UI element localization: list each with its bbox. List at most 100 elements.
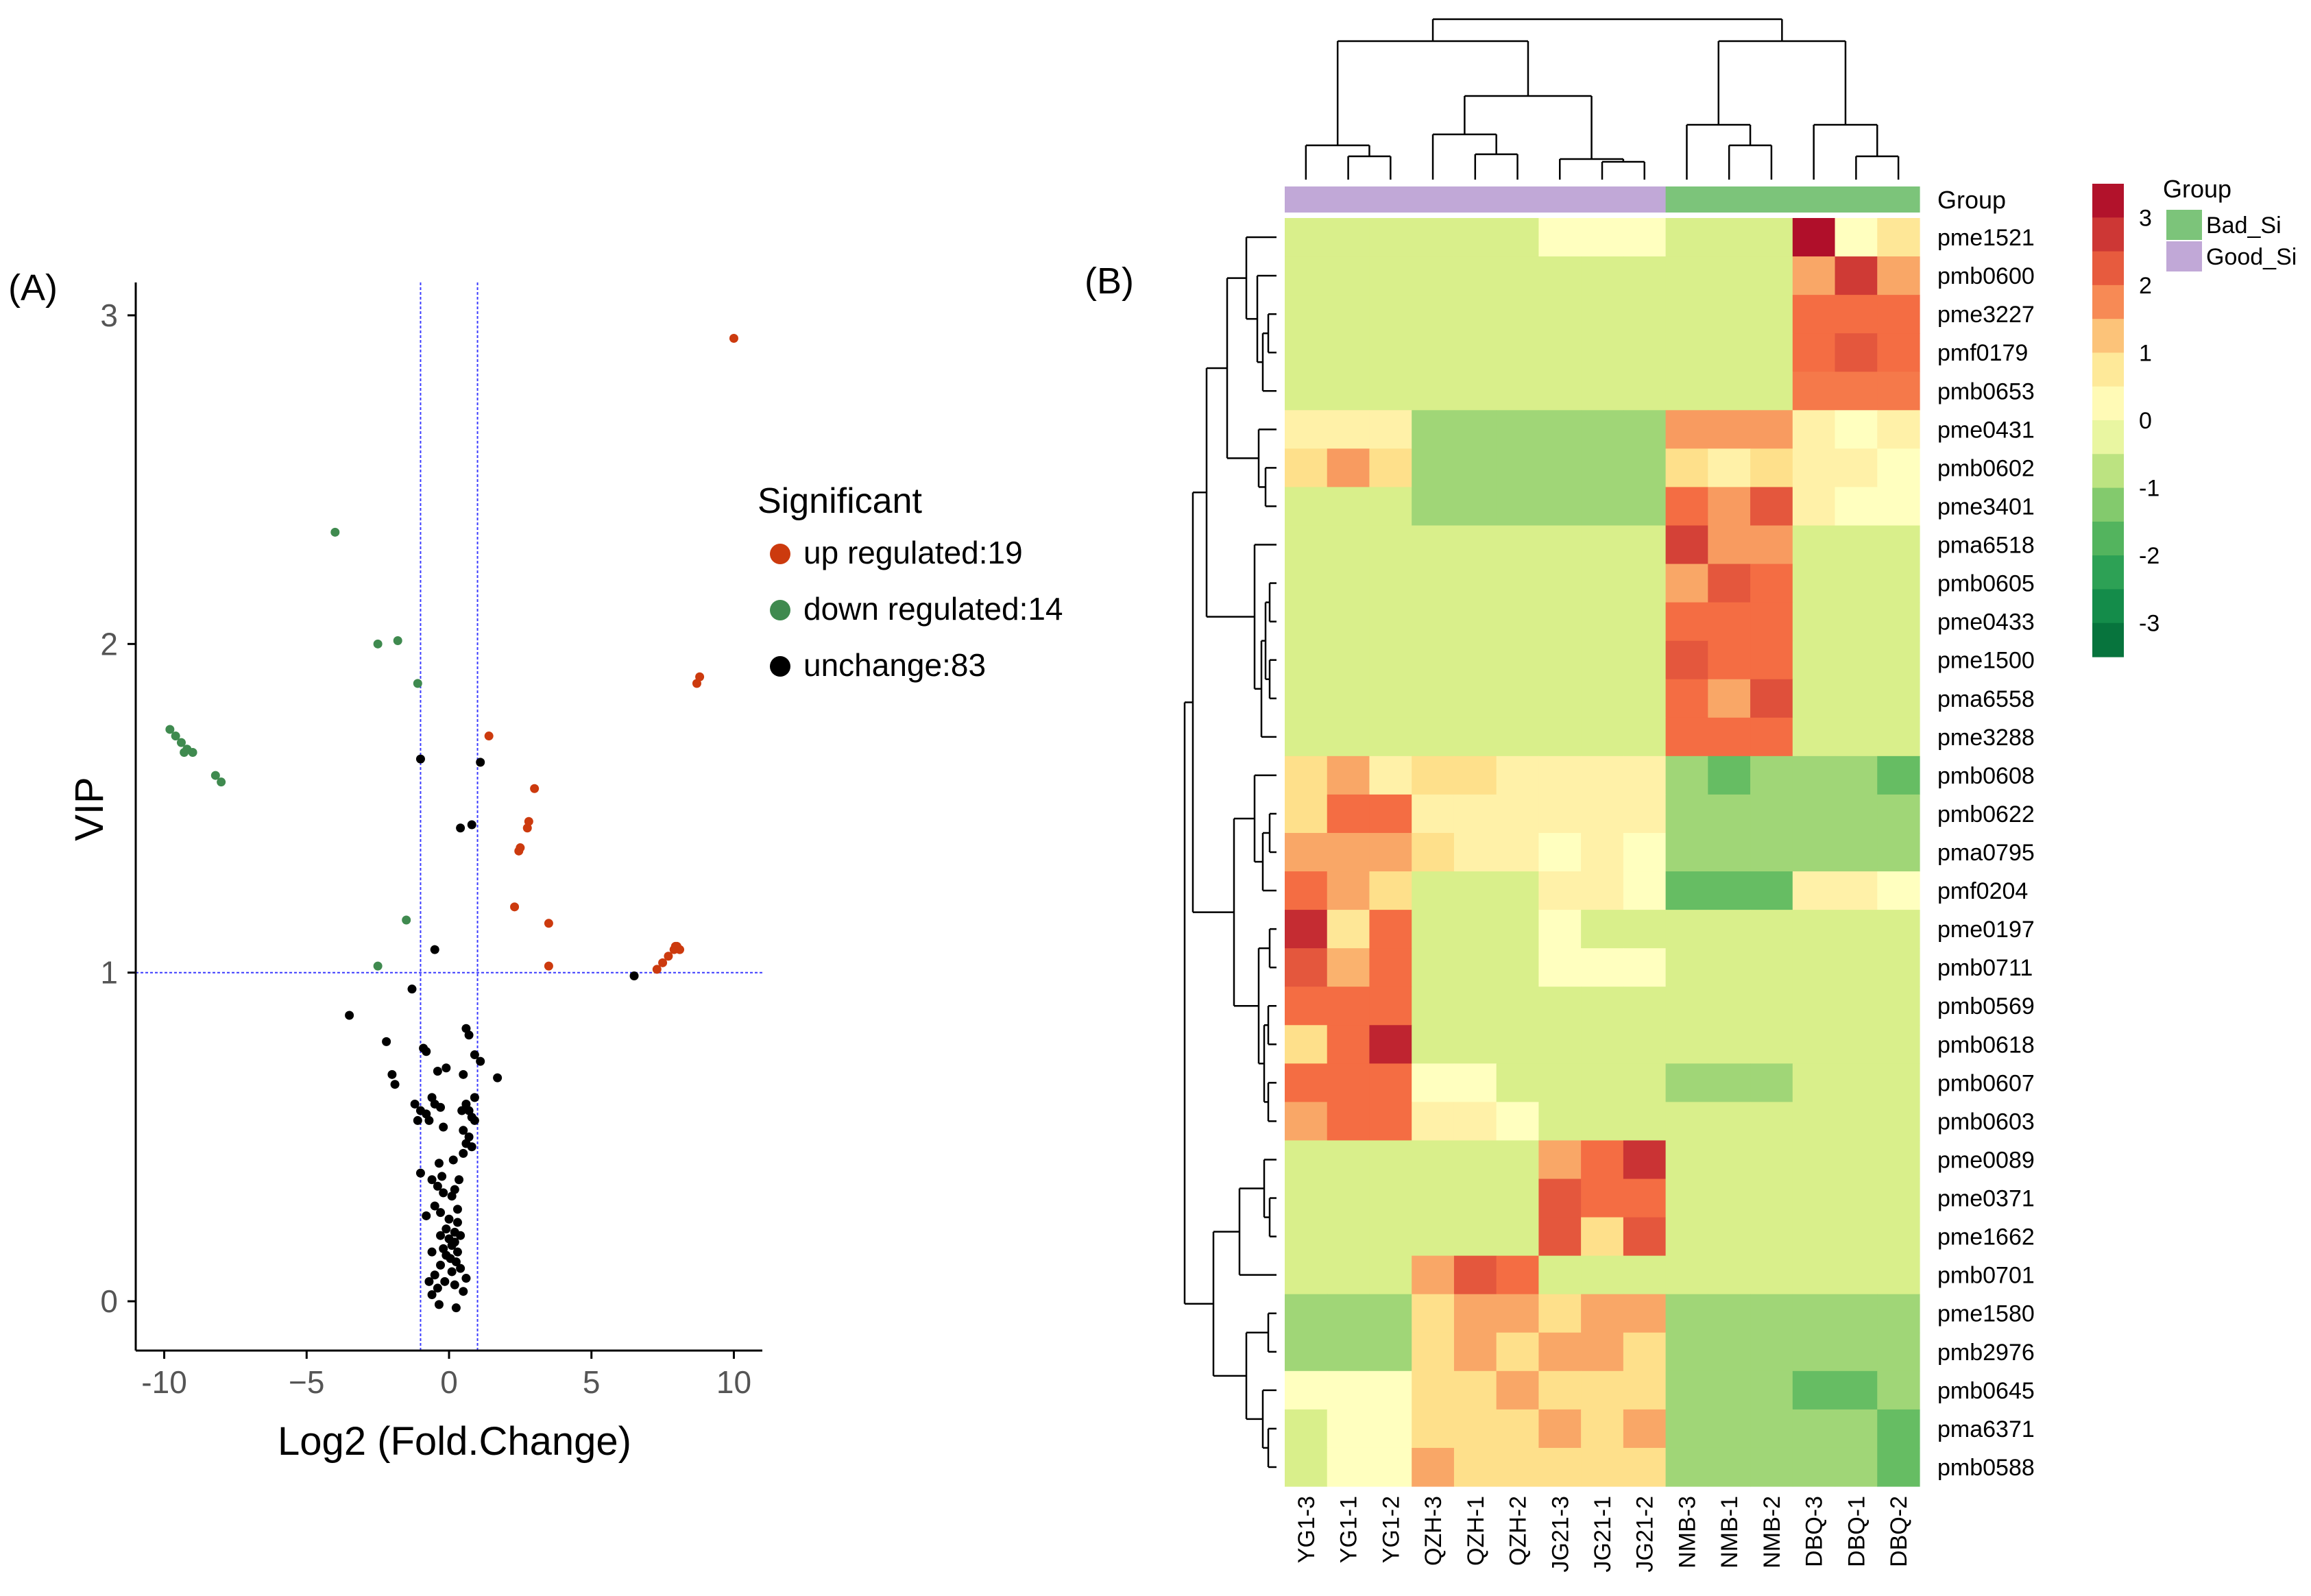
heatmap-cell — [1835, 1140, 1878, 1180]
heatmap-cell — [1369, 1063, 1412, 1102]
heatmap-cell — [1835, 1217, 1878, 1257]
heatmap-cell — [1665, 1063, 1708, 1102]
heatmap-cell — [1877, 1255, 1920, 1295]
point-down — [402, 915, 411, 925]
point-up — [522, 823, 532, 833]
colorbar: 3 2 1 0 -1 -2 -3 — [2092, 184, 2159, 657]
point-unchange — [467, 820, 476, 830]
heatmap-cell — [1877, 717, 1920, 757]
point-unchange — [459, 1126, 468, 1135]
heatmap-cell — [1285, 487, 1328, 527]
heatmap-cell — [1623, 640, 1667, 680]
heatmap-cell — [1581, 1447, 1624, 1487]
heatmap-cell — [1623, 1063, 1667, 1102]
group-legend-label: Good_Si — [2206, 244, 2297, 270]
heatmap-cell — [1623, 525, 1667, 565]
heatmap-cell — [1708, 1178, 1751, 1218]
heatmap-cell — [1623, 1294, 1667, 1333]
y-tick-label: 0 — [100, 1283, 118, 1319]
heatmap-cell — [1369, 640, 1412, 680]
heatmap-cell — [1792, 1447, 1836, 1487]
heatmap-cell — [1581, 948, 1624, 987]
heatmap-cell — [1665, 295, 1708, 334]
heatmap-cell — [1708, 1447, 1751, 1487]
x-tick-label: −5 — [289, 1364, 324, 1400]
row-label: pmf0204 — [1937, 878, 2028, 904]
heatmap-cell — [1792, 1370, 1836, 1410]
heatmap-cell — [1665, 410, 1708, 449]
heatmap-cell — [1453, 871, 1497, 910]
heatmap-cell — [1453, 295, 1497, 334]
point-unchange — [451, 1257, 461, 1267]
heatmap-cell — [1453, 987, 1497, 1026]
heatmap-cell — [1496, 832, 1539, 872]
heatmap-cell — [1835, 910, 1878, 949]
heatmap-cell — [1369, 256, 1412, 295]
heatmap-cell — [1453, 564, 1497, 603]
heatmap-cell — [1369, 1332, 1412, 1372]
point-up — [658, 958, 668, 967]
point-unchange — [437, 1172, 447, 1181]
heatmap-cell — [1327, 1217, 1370, 1257]
heatmap-cell — [1453, 1294, 1497, 1333]
threshold-lines — [136, 282, 762, 1351]
group-legend-swatch-Good_Si — [2166, 241, 2202, 271]
heatmap-cell — [1412, 832, 1455, 872]
point-unchange — [493, 1073, 503, 1083]
heatmap-cell — [1877, 910, 1920, 949]
heatmap-cell — [1412, 333, 1455, 372]
heatmap-cell — [1538, 372, 1582, 411]
row-label: pmb0653 — [1937, 378, 2035, 404]
heatmap-cell — [1496, 794, 1539, 834]
heatmap-cell — [1792, 525, 1836, 565]
heatmap-cell — [1792, 717, 1836, 757]
heatmap-cell — [1835, 1370, 1878, 1410]
heatmap-cell — [1453, 1447, 1497, 1487]
heatmap-cell — [1538, 1447, 1582, 1487]
heatmap-cell — [1581, 1332, 1624, 1372]
heatmap-cell — [1750, 910, 1793, 949]
point-unchange — [345, 1011, 354, 1020]
heatmap-cell — [1623, 1140, 1667, 1180]
heatmap-cell — [1412, 525, 1455, 565]
heatmap-cell — [1750, 333, 1793, 372]
point-up — [544, 961, 553, 971]
heatmap-cell — [1496, 1447, 1539, 1487]
heatmap-cell — [1285, 525, 1328, 565]
heatmap-cell — [1877, 448, 1920, 488]
heatmap-cell — [1581, 794, 1624, 834]
heatmap-cell — [1496, 1102, 1539, 1141]
heatmap-cell — [1750, 717, 1793, 757]
heatmap-cell — [1412, 1217, 1455, 1257]
heatmap-cell — [1708, 987, 1751, 1026]
heatmap-cell — [1750, 448, 1793, 488]
column-label: YG1-3 — [1294, 1496, 1320, 1563]
y-axis-label: VIP — [67, 777, 112, 841]
heatmap-cell — [1665, 717, 1708, 757]
heatmap-cell — [1285, 1294, 1328, 1333]
point-unchange — [436, 1102, 446, 1112]
group-cell-Good_Si — [1453, 186, 1497, 213]
row-label: pmb0618 — [1937, 1032, 2035, 1058]
axes: -10 −5 0 5 10 0 1 2 3 — [100, 282, 762, 1400]
heatmap-cell — [1412, 1255, 1455, 1295]
heatmap-cell — [1453, 794, 1497, 834]
heatmap-cell — [1327, 487, 1370, 527]
heatmap-cell — [1496, 295, 1539, 334]
column-label: QZH-2 — [1505, 1496, 1532, 1566]
heatmap-cell — [1327, 295, 1370, 334]
heatmap-cell — [1708, 1332, 1751, 1372]
heatmap-cell — [1285, 1217, 1328, 1257]
heatmap-cell — [1708, 448, 1751, 488]
heatmap-cell — [1877, 295, 1920, 334]
x-tick-label: 0 — [440, 1364, 458, 1400]
point-up — [544, 919, 553, 928]
heatmap-cell — [1369, 679, 1412, 718]
heatmap-cell — [1538, 525, 1582, 565]
heatmap-cell — [1750, 679, 1793, 718]
heatmap-cell — [1412, 448, 1455, 488]
heatmap-cell — [1538, 487, 1582, 527]
row-label: pmb0608 — [1937, 763, 2035, 789]
heatmap-cell — [1835, 564, 1878, 603]
heatmap-cell — [1327, 218, 1370, 257]
